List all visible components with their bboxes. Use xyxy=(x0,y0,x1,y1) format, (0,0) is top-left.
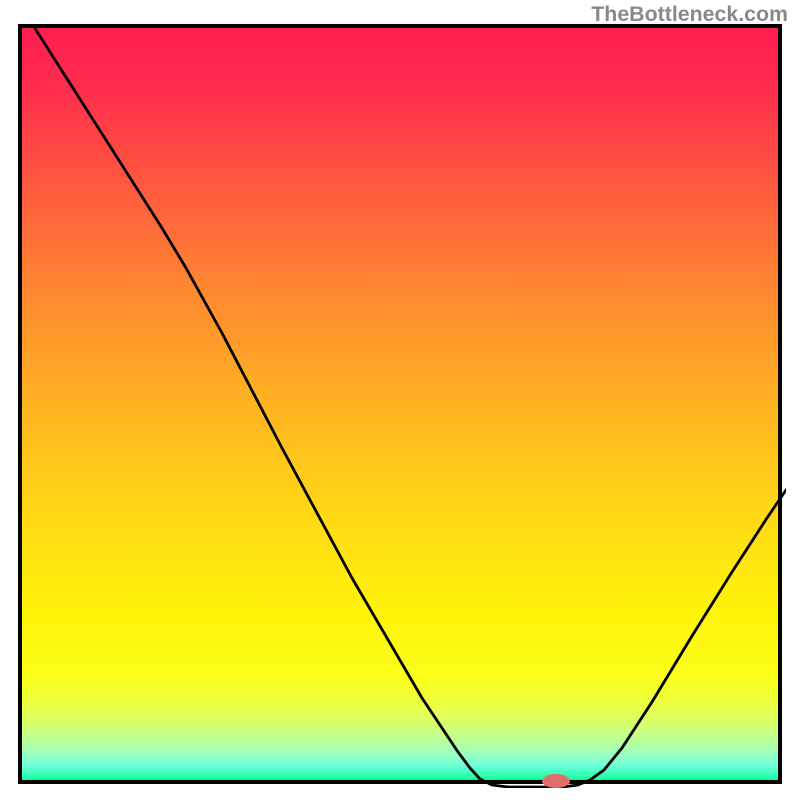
figure-root: { "figure": { "width_px": 800, "height_p… xyxy=(0,0,800,800)
watermark-text: TheBottleneck.com xyxy=(591,2,788,27)
plot-area xyxy=(18,24,782,784)
bottleneck-curve xyxy=(22,28,786,788)
valley-marker xyxy=(542,774,570,788)
